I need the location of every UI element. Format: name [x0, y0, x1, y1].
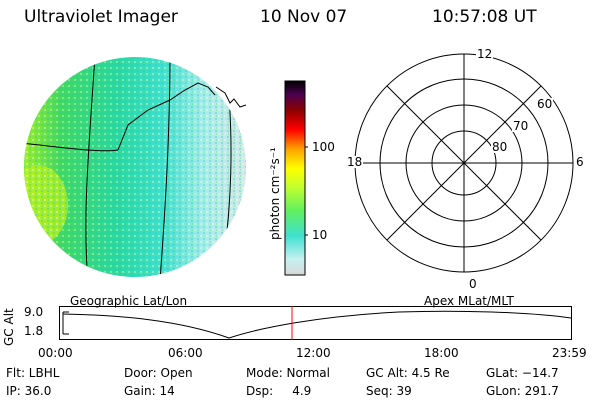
timeline-altitude-plot: [59, 306, 572, 340]
info-gc-alt: GC Alt: 4.5 Re: [366, 366, 450, 380]
polar-lat-60: 60: [536, 97, 554, 111]
info-door: Door: Open: [124, 366, 193, 380]
polar-lat-80: 80: [491, 140, 509, 154]
timeline-y-tick-min: 1.8: [24, 324, 44, 338]
timeline-left-title: Geographic Lat/Lon: [70, 294, 188, 308]
instrument-title: Ultraviolet Imager: [24, 7, 178, 27]
timeline-right-title: Apex MLat/MLT: [424, 294, 514, 308]
info-dsp: Dsp: 4.9: [246, 384, 312, 398]
colorbar: [284, 80, 308, 276]
timeline-y-tick-max: 9.0: [24, 305, 44, 319]
timeline-x-tick-2359: 23:59: [552, 346, 587, 360]
colorbar-tick-10: 10: [312, 228, 328, 242]
info-seq: Seq: 39: [366, 384, 412, 398]
info-mode: Mode: Normal: [246, 366, 330, 380]
info-glon: GLon: 291.7: [486, 384, 559, 398]
colorbar-axis-label: photon cm⁻²s⁻¹: [268, 147, 282, 240]
info-filter: Flt: LBHL: [6, 366, 60, 380]
info-ip: IP: 36.0: [6, 384, 52, 398]
colorbar-tick-100: 100: [312, 140, 335, 154]
info-glat: GLat: −14.7: [486, 366, 559, 380]
polar-label-0: 0: [468, 277, 478, 291]
date-label: 10 Nov 07: [260, 7, 348, 27]
info-gain: Gain: 14: [124, 384, 175, 398]
timeline-x-tick-0600: 06:00: [168, 346, 203, 360]
time-label: 10:57:08 UT: [432, 7, 537, 27]
polar-label-12: 12: [476, 47, 494, 61]
timeline-y-axis-label: GC Alt: [2, 308, 16, 346]
polar-label-18: 18: [346, 155, 364, 169]
polar-mlt-plot: [354, 53, 574, 273]
timeline-x-tick-1200: 12:00: [296, 346, 331, 360]
timeline-x-tick-1800: 18:00: [424, 346, 459, 360]
timeline-x-tick-0000: 00:00: [38, 346, 73, 360]
uv-image-disk: [24, 57, 247, 277]
polar-label-6: 6: [575, 155, 585, 169]
polar-lat-70: 70: [512, 119, 530, 133]
